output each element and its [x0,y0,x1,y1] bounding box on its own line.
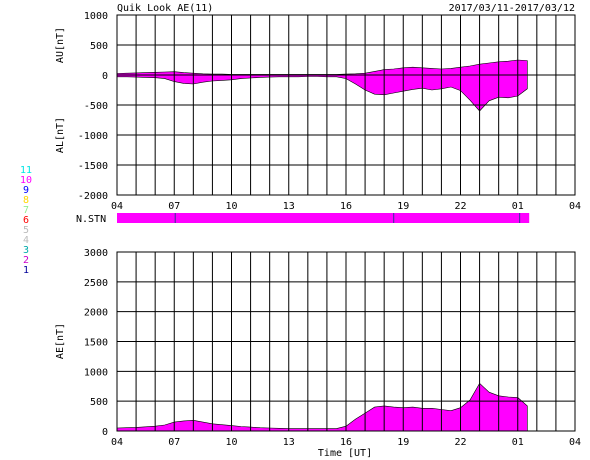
y-tick-label: 500 [90,41,108,52]
y-tick-label: -1500 [78,161,108,172]
station-count-label: 10 [20,175,32,186]
station-count-label: 3 [23,245,29,256]
x-tick-label: 10 [225,201,237,212]
x-tick-label: 04 [569,201,581,212]
x-tick-label: 07 [168,201,180,212]
ae-grid [116,251,576,432]
data-area-series [116,382,528,432]
y-tick-label: 500 [90,397,108,408]
station-label: N.STN [76,214,106,225]
date-range: 2017/03/11-2017/03/12 [449,3,575,14]
x-tick-label: 16 [340,201,352,212]
x-tick-label: 13 [283,201,295,212]
station-coverage-bar [117,213,530,223]
x-tick-label: 19 [397,201,409,212]
x-tick-label: 04 [569,437,581,448]
y-tick-label: 1000 [84,11,108,22]
station-count-label: 11 [20,165,32,176]
y-tick-label: -500 [84,101,108,112]
x-tick-label: 10 [225,437,237,448]
x-tick-label: 13 [283,437,295,448]
y-tick-label: 2000 [84,308,108,319]
y-tick-label: 2500 [84,278,108,289]
x-tick-label: 22 [454,201,466,212]
station-count-label: 7 [23,205,29,216]
station-bar-fill [117,213,530,223]
x-tick-label: 01 [512,201,524,212]
data-area-series [116,59,528,112]
y-tick-label: -1000 [78,131,108,142]
x-tick-label: 04 [111,201,123,212]
ae-area [116,382,528,432]
au-al-tick-labels: -2000 -1500 -1000 -500 0 500 1000 04 07 10 13 16 19 2… [78,11,581,212]
ae-axis-label: AE[nT] [55,323,66,359]
station-count-label: 6 [23,215,29,226]
ae-tick-labels: 0 500 1000 1500 2000 2500 3000 04 07 10 13 16 19 22 01… [84,248,581,448]
y-tick-label: 3000 [84,248,108,259]
station-count-label: 8 [23,195,29,206]
station-count-label: 9 [23,185,29,196]
au-al-panel: -2000 -1500 -1000 -500 0 500 1000 04 07 10 13 16 19 2… [55,11,581,212]
time-axis-label: Time [UT] [318,448,372,459]
y-tick-label: 1500 [84,338,108,349]
y-tick-label: 0 [102,71,108,82]
y-tick-label: 1000 [84,367,108,378]
au-al-grid [116,14,576,196]
x-tick-label: 04 [111,437,123,448]
al-axis-label: AL[nT] [55,117,66,153]
plot-frame [116,251,576,432]
y-tick-label: -2000 [78,191,108,202]
station-count-label: 4 [23,235,29,246]
chart-title: Quik Look AE(11) [117,3,213,14]
station-count-label: 2 [23,255,29,266]
x-tick-label: 19 [397,437,409,448]
station-bar-row: N.STN [76,213,530,225]
x-tick-label: 01 [512,437,524,448]
au-al-area [116,59,528,112]
x-tick-label: 16 [340,437,352,448]
station-count-label: 1 [23,265,29,276]
au-axis-label: AU[nT] [55,27,66,63]
ae-panel: 0 500 1000 1500 2000 2500 3000 04 07 10 13 16 19 22 01… [55,248,581,459]
x-tick-label: 07 [168,437,180,448]
x-tick-label: 22 [454,437,466,448]
plot-frame [116,14,576,196]
station-count-label: 5 [23,225,29,236]
y-tick-label: 0 [102,427,108,438]
